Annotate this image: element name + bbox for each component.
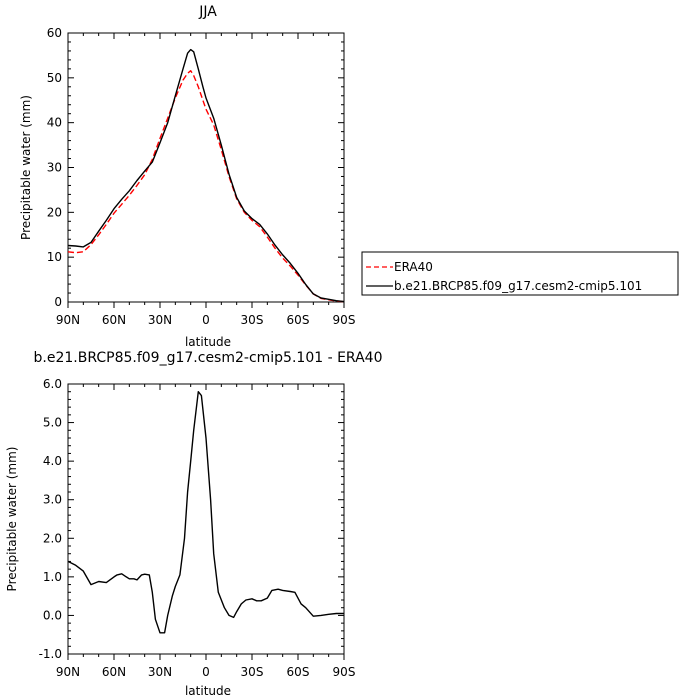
y-tick-label: 60 [47, 26, 62, 40]
bottom-x-axis-label: latitude [185, 684, 231, 698]
y-tick-label: 0 [54, 295, 62, 309]
bottom-series-lines [67, 391, 344, 634]
y-tick-label: 4.0 [43, 454, 62, 468]
x-tick-label: 60N [102, 313, 126, 327]
y-tick-label: 0.0 [43, 608, 62, 622]
y-tick-label: 10 [47, 250, 62, 264]
y-tick-label: 30 [47, 161, 62, 175]
x-tick-label: 30S [241, 665, 264, 679]
legend: ERA40 b.e21.BRCP85.f09_g17.cesm2-cmip5.1… [361, 251, 679, 296]
y-tick-label: 5.0 [43, 416, 62, 430]
top-y-axis-label: Precipitable water (mm) [19, 95, 33, 240]
top-plot-frame [67, 32, 345, 303]
y-tick-label: 6.0 [43, 377, 62, 391]
bottom-title: b.e21.BRCP85.f09_g17.cesm2-cmip5.101 - E… [34, 350, 383, 366]
x-tick-label: 0 [202, 665, 210, 679]
y-tick-label: 20 [47, 205, 62, 219]
top-x-axis-label: latitude [185, 335, 231, 349]
x-tick-label: 90S [333, 665, 356, 679]
x-tick-label: 30N [148, 313, 172, 327]
x-tick-label: 30S [241, 313, 264, 327]
bottom-panel: b.e21.BRCP85.f09_g17.cesm2-cmip5.101 - E… [5, 350, 382, 698]
bottom-y-ticks: -1.0 0.0 1.0 2.0 3.0 4.0 5.0 6.0 [39, 377, 344, 661]
series-line-1-0 [67, 391, 344, 634]
x-tick-label: 60S [287, 665, 310, 679]
x-tick-label: 60N [102, 665, 126, 679]
x-tick-label: 90S [333, 313, 356, 327]
y-tick-label: -1.0 [39, 647, 62, 661]
y-tick-label: 50 [47, 71, 62, 85]
x-tick-label: 60S [287, 313, 310, 327]
y-tick-label: 40 [47, 116, 62, 130]
bottom-y-axis-label: Precipitable water (mm) [5, 447, 19, 592]
top-title: JJA [198, 4, 217, 20]
top-y-ticks: 0 10 20 30 40 50 60 [47, 26, 344, 309]
x-tick-label: 30N [148, 665, 172, 679]
y-tick-label: 2.0 [43, 531, 62, 545]
top-panel: JJA 0 10 20 30 40 50 60 90N 60N 30N 0 30S 60S 90S la… [19, 4, 355, 349]
top-x-ticks: 90N 60N 30N 0 30S 60S 90S [56, 33, 356, 327]
y-tick-label: 3.0 [43, 493, 62, 507]
top-series-lines [67, 48, 345, 303]
bottom-x-ticks: 90N 60N 30N 0 30S 60S 90S [56, 384, 356, 679]
x-tick-label: 90N [56, 313, 80, 327]
x-tick-label: 0 [202, 313, 210, 327]
legend-box [361, 251, 679, 296]
legend-label-era40: ERA40 [394, 260, 433, 274]
y-tick-label: 1.0 [43, 570, 62, 584]
legend-label-model: b.e21.BRCP85.f09_g17.cesm2-cmip5.101 [394, 279, 642, 293]
x-tick-label: 90N [56, 665, 80, 679]
series-line-0-1 [67, 48, 345, 303]
series-line-0-0 [67, 69, 345, 303]
bottom-plot-frame [67, 383, 345, 655]
